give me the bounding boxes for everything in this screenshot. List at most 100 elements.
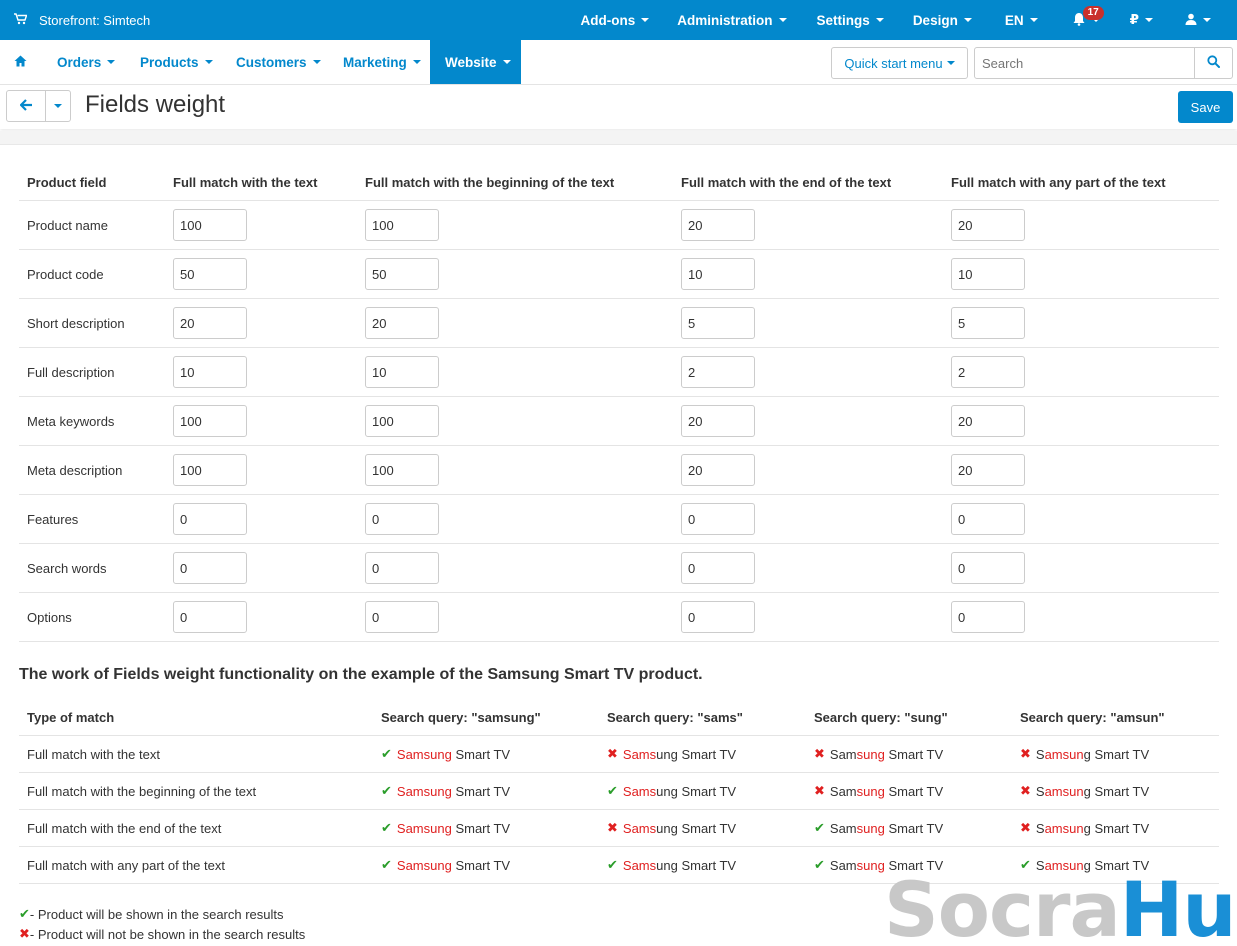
weight-input[interactable] [681, 356, 755, 388]
quick-start-menu-button[interactable]: Quick start menu [831, 47, 968, 79]
weight-input[interactable] [681, 307, 755, 339]
weight-cell [365, 593, 439, 641]
weight-input[interactable] [365, 356, 439, 388]
example-section-title: The work of Fields weight functionality … [19, 666, 703, 683]
product-name-match: amsun [1044, 783, 1084, 799]
weight-input[interactable] [681, 258, 755, 290]
weight-input[interactable] [365, 405, 439, 437]
menu-design-label: Design [912, 12, 958, 28]
weight-input[interactable] [365, 503, 439, 535]
chevron-down-icon [963, 18, 972, 22]
save-button[interactable]: Save [1178, 91, 1233, 123]
menu-settings[interactable]: Settings [817, 0, 884, 40]
weight-input[interactable] [681, 454, 755, 486]
weight-input[interactable] [951, 209, 1025, 241]
search-box [974, 47, 1233, 79]
weight-cell [365, 299, 439, 347]
user-menu[interactable] [1185, 0, 1211, 40]
search-button[interactable] [1194, 48, 1232, 78]
weight-cell [951, 397, 1025, 445]
match-type-label: Full match with the end of the text [27, 820, 222, 836]
search-input[interactable] [975, 48, 1194, 78]
weight-input[interactable] [681, 209, 755, 241]
language-selector[interactable]: EN [1005, 0, 1038, 40]
product-name-suffix: Smart TV [451, 746, 511, 762]
weight-input[interactable] [951, 552, 1025, 584]
back-button[interactable] [7, 91, 46, 121]
menu-addons[interactable]: Add-ons [581, 0, 650, 40]
weight-input[interactable] [365, 601, 439, 633]
weight-input[interactable] [173, 454, 247, 486]
weight-cell [173, 348, 247, 396]
language-label: EN [1004, 12, 1024, 28]
weight-input[interactable] [681, 601, 755, 633]
cross-icon: ✖ [19, 926, 30, 941]
weight-input[interactable] [173, 356, 247, 388]
menu-administration[interactable]: Administration [677, 0, 787, 40]
example-row: Full match with the end of the text ✔ Sams… [19, 810, 1219, 847]
example-table: Type of match Search query: "samsung" Se… [19, 700, 1219, 884]
weight-cell [681, 299, 755, 347]
quick-start-label: Quick start menu [844, 55, 943, 71]
product-name-match: sung [856, 857, 885, 873]
table-row: Meta keywords [19, 397, 1219, 446]
weight-input[interactable] [173, 209, 247, 241]
weight-input[interactable] [951, 601, 1025, 633]
nav-orders[interactable]: Orders [57, 40, 116, 84]
product-field-label: Meta keywords [27, 413, 115, 429]
chevron-down-icon [946, 61, 955, 65]
weight-input[interactable] [681, 503, 755, 535]
check-icon: ✔ [607, 857, 618, 872]
weight-input[interactable] [173, 405, 247, 437]
weight-input[interactable] [365, 307, 439, 339]
back-dropdown-button[interactable] [46, 91, 70, 121]
weight-input[interactable] [951, 258, 1025, 290]
weight-cell [173, 299, 247, 347]
weight-input[interactable] [173, 258, 247, 290]
legend-not-shown: ✖ - Product will not be shown in the sea… [19, 926, 305, 942]
weight-input[interactable] [365, 552, 439, 584]
weight-input[interactable] [951, 454, 1025, 486]
weight-input[interactable] [951, 503, 1025, 535]
weight-input[interactable] [173, 601, 247, 633]
result-cell: ✔ Samsung Smart TV [381, 810, 510, 846]
weight-cell [365, 348, 439, 396]
weight-input[interactable] [173, 503, 247, 535]
product-name-suffix: Smart TV [451, 783, 511, 799]
nav-customers[interactable]: Customers [236, 40, 321, 84]
weight-input[interactable] [951, 356, 1025, 388]
nav-marketing[interactable]: Marketing [343, 40, 421, 84]
chevron-down-icon [1145, 18, 1153, 22]
notifications-button[interactable]: 17 [1072, 0, 1104, 40]
weight-input[interactable] [365, 454, 439, 486]
weight-input[interactable] [681, 552, 755, 584]
weight-input[interactable] [365, 209, 439, 241]
weight-input[interactable] [681, 405, 755, 437]
weight-input[interactable] [365, 258, 439, 290]
weight-input[interactable] [173, 552, 247, 584]
header-full-match: Full match with the text [173, 174, 318, 190]
home-button[interactable] [14, 40, 27, 84]
table-row: Product name [19, 201, 1219, 250]
table-row: Meta description [19, 446, 1219, 495]
weight-input[interactable] [951, 405, 1025, 437]
weight-input[interactable] [951, 307, 1025, 339]
product-name-suffix: Smart TV [884, 746, 944, 762]
nav-website[interactable]: Website [430, 40, 521, 84]
chevron-down-icon [412, 60, 421, 64]
storefront-selector[interactable]: Storefront: Simtech [14, 0, 150, 40]
weight-cell [951, 593, 1025, 641]
nav-products[interactable]: Products [140, 40, 213, 84]
weight-input[interactable] [173, 307, 247, 339]
currency-selector[interactable]: ₽ [1130, 0, 1153, 40]
table-row: Options [19, 593, 1219, 642]
weight-cell [365, 446, 439, 494]
menu-design[interactable]: Design [913, 0, 972, 40]
bell-icon [1072, 12, 1086, 29]
product-name-suffix: g Smart TV [1083, 783, 1150, 799]
product-name-match: amsun [1044, 857, 1084, 873]
